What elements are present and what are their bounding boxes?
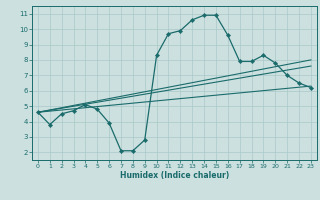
X-axis label: Humidex (Indice chaleur): Humidex (Indice chaleur) <box>120 171 229 180</box>
